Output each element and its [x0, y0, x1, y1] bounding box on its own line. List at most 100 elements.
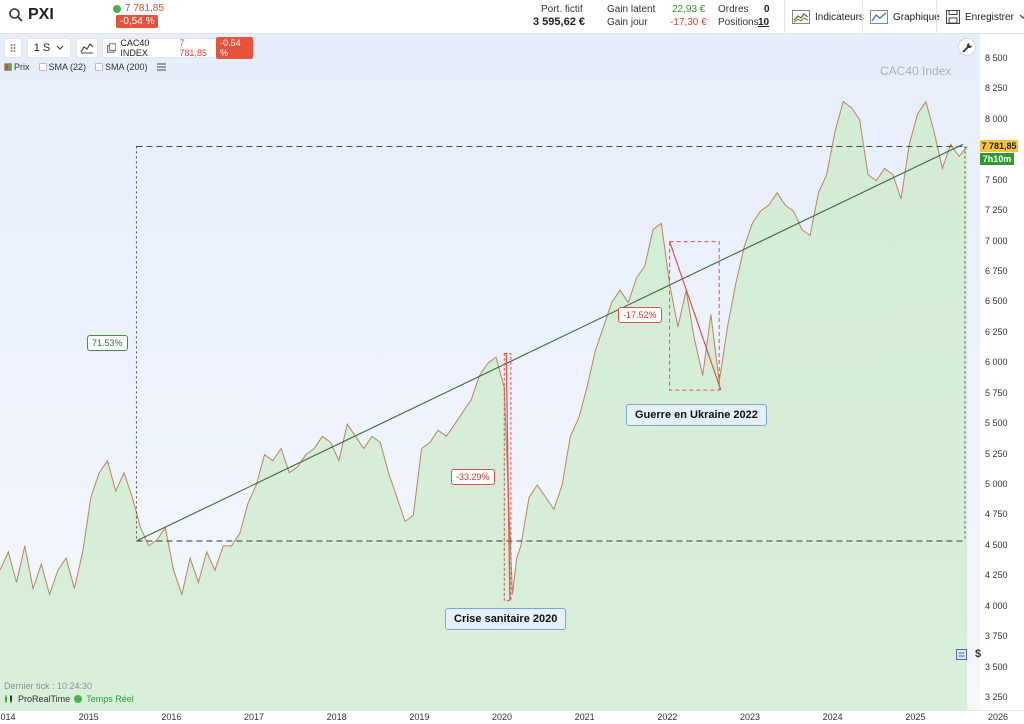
- price-line: [0, 100, 968, 597]
- chart-type-button[interactable]: [76, 38, 98, 58]
- area-chart-icon: [80, 43, 94, 54]
- ukraine-drop-label[interactable]: -17.52%: [618, 307, 662, 323]
- indicators-label: Indicateurs: [815, 11, 864, 23]
- gain-jour-label: Gain jour: [607, 17, 648, 28]
- y-tick-label: 6 250: [985, 326, 1008, 337]
- x-tick-label: 2016: [161, 712, 182, 722]
- divider: [862, 0, 863, 34]
- covid-drop-box: [503, 353, 512, 602]
- y-tick-label: 3 250: [985, 692, 1008, 702]
- chart-watermark: CAC40 Index: [880, 64, 952, 78]
- y-tick-label: 3 500: [985, 661, 1008, 672]
- x-axis[interactable]: 014 2015 2016 2017 2018 2019 2020 2021 2022 2023 2…: [0, 710, 1024, 724]
- wrench-icon: [961, 42, 972, 53]
- gain-latent-value: 22,93 €: [672, 4, 706, 15]
- rise-percent-label[interactable]: 71.53%: [87, 335, 128, 351]
- legend-item-sma200[interactable]: SMA (200): [95, 62, 148, 72]
- positions-label[interactable]: Positions: [718, 17, 759, 28]
- y-tick-label: 7 250: [985, 205, 1008, 216]
- y-tick-label: 7 500: [985, 174, 1008, 185]
- settings-button[interactable]: [958, 38, 976, 56]
- save-button[interactable]: Enregistrer: [940, 0, 1024, 34]
- sidebar-toggle-button[interactable]: [4, 38, 22, 58]
- x-tick-label: 2019: [409, 712, 430, 722]
- covid-drop-label[interactable]: -33.29%: [451, 469, 495, 485]
- dots-icon: [10, 44, 16, 52]
- covid-drop-line: [505, 353, 511, 601]
- history-icon[interactable]: [956, 649, 967, 660]
- chevron-down-icon: [1019, 14, 1024, 19]
- y-tick-label: 5 000: [985, 479, 1008, 489]
- covid-event-label[interactable]: Crise sanitaire 2020: [445, 608, 567, 630]
- instrument-name: CAC40 INDEX: [120, 38, 150, 58]
- timeframe-selector[interactable]: 1 S: [27, 38, 71, 58]
- chart-legend: Prix SMA (22) SMA (200): [4, 60, 166, 74]
- x-tick-label: 2023: [739, 712, 761, 722]
- list-icon[interactable]: [156, 63, 166, 71]
- ukraine-event-label[interactable]: Guerre en Ukraine 2022: [626, 404, 767, 426]
- positions-value[interactable]: 10: [758, 17, 770, 28]
- save-label: Enregistrer: [965, 11, 1014, 23]
- indicators-icon: [792, 10, 810, 24]
- realtime-label: Temps Réel: [86, 694, 134, 704]
- ukraine-drop-line: [669, 241, 722, 391]
- copy-icon: [107, 43, 117, 53]
- portfolio-value: 3 595,62 €: [533, 16, 585, 28]
- chart-button[interactable]: Graphique: [864, 0, 946, 34]
- x-tick-label: 2020: [491, 712, 513, 722]
- portfolio-label: Port. fictif: [541, 4, 583, 15]
- candles-icon: [5, 695, 12, 703]
- chart-label: Graphique: [893, 11, 940, 23]
- legend-sma22-checkbox[interactable]: [38, 63, 47, 71]
- symbol-price: 7 781,85: [125, 3, 164, 14]
- x-tick-label: 2026: [987, 712, 1009, 722]
- x-tick-label: 2015: [78, 712, 99, 722]
- ukraine-drop-box: [669, 241, 720, 391]
- chart-icon: [870, 10, 888, 24]
- chart-toolbar: 1 S CAC40 INDEX 7 781,85 -0.54 %: [0, 34, 980, 60]
- legend-sma22-label: SMA (22): [48, 62, 87, 72]
- currency-icon[interactable]: $: [975, 648, 982, 660]
- y-tick-label: 4 750: [985, 509, 1008, 520]
- y-tick-label: 3 750: [985, 631, 1008, 642]
- legend-sma200-label: SMA (200): [105, 62, 148, 72]
- last-tick-info: Dernier tick : 10:24:30: [4, 681, 93, 691]
- timeframe-label: 1 S: [33, 42, 51, 54]
- divider: [784, 0, 785, 34]
- y-tick-label: 8 250: [985, 83, 1008, 94]
- search-icon[interactable]: [8, 7, 24, 23]
- symbol-name[interactable]: PXI: [28, 6, 54, 23]
- y-tick-label: 6 750: [985, 266, 1008, 276]
- gain-jour-value: -17,30 €: [670, 17, 707, 28]
- legend-sma200-checkbox[interactable]: [95, 63, 104, 71]
- ordres-value[interactable]: 0: [764, 4, 770, 15]
- realtime-status: ProRealTime Temps Réel: [4, 694, 134, 704]
- y-tick-label: 4 000: [985, 600, 1008, 611]
- price-area: [0, 101, 968, 711]
- legend-price-label: Prix: [14, 62, 30, 72]
- y-tick-label: 8 500: [985, 53, 1008, 63]
- instrument-price: 7 781,85: [179, 38, 207, 58]
- y-tick-label: 8 000: [985, 113, 1008, 124]
- x-tick-label: 2022: [657, 712, 678, 722]
- ordres-label[interactable]: Ordres: [718, 4, 749, 15]
- realtime-dot: [74, 695, 83, 703]
- legend-price-swatch: [4, 63, 12, 71]
- top-bar: PXI 7 781,85 -0,54 % Port. fictif 3 595,…: [0, 0, 1024, 34]
- legend-item-price[interactable]: Prix: [4, 62, 30, 72]
- x-tick-label: 2025: [905, 712, 926, 722]
- chevron-down-icon: [56, 45, 64, 50]
- y-tick-label: 7 000: [985, 235, 1008, 246]
- indicators-button[interactable]: Indicateurs: [786, 0, 870, 34]
- instrument-chip[interactable]: CAC40 INDEX 7 781,85 -0.54 %: [102, 37, 254, 59]
- x-tick-label: 014: [0, 712, 16, 722]
- y-tick-label: 6 000: [985, 357, 1008, 368]
- legend-item-sma22[interactable]: SMA (22): [38, 62, 87, 72]
- y-tick-label: 5 500: [985, 418, 1008, 429]
- provider-label: ProRealTime: [18, 694, 71, 704]
- x-tick-label: 2021: [574, 712, 595, 722]
- y-tick-label: 5 250: [985, 448, 1008, 459]
- y-tick-label: 6 500: [985, 296, 1008, 307]
